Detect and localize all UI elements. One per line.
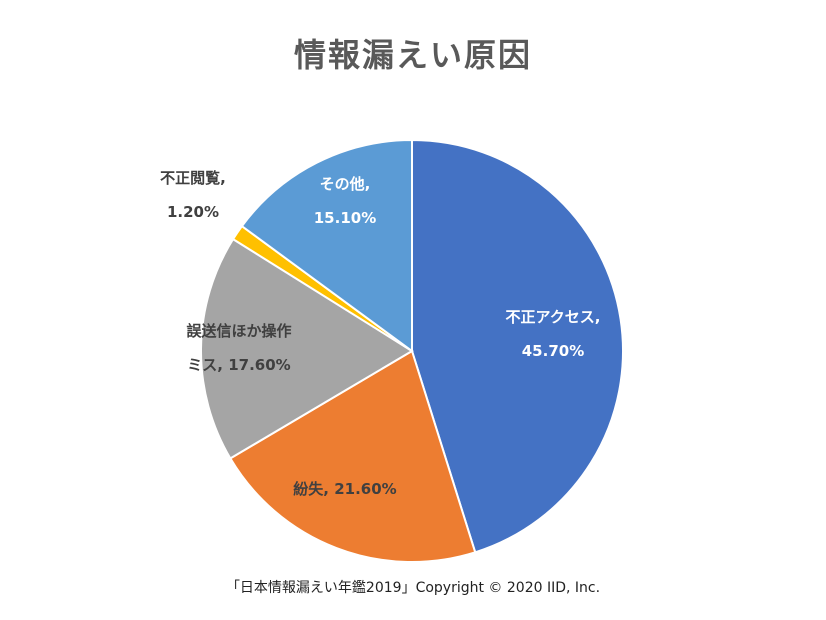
copyright-credit: 「日本情報漏えい年鑑2019」Copyright © 2020 IID, Inc… (225, 580, 601, 596)
pie-slice-2 (200, 237, 414, 460)
pie-slice-1 (228, 349, 477, 563)
pie-slice-0 (411, 138, 624, 554)
data-label-4: その他, 15.10% (314, 175, 376, 227)
chart-title: 情報漏えい原因 (293, 36, 532, 74)
pie-slice-4 (240, 138, 413, 353)
data-label-2: 誤送信ほか操作ミス, 17.60% (186, 322, 291, 374)
data-label-1: 紛失, 21.60% (293, 480, 396, 498)
data-label-0: 不正アクセス, 45.70% (506, 308, 601, 360)
data-label-3: 不正閲覧, 1.20% (160, 169, 226, 221)
